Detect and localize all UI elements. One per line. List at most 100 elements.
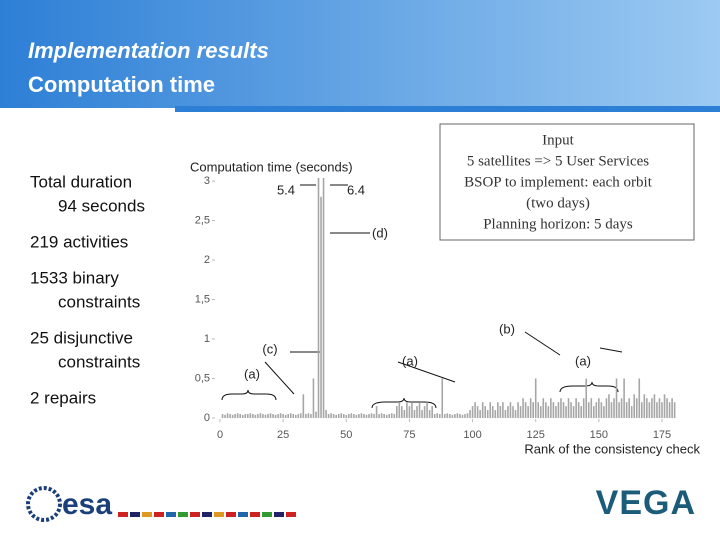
logo-text: esa	[62, 488, 112, 521]
bar	[239, 414, 242, 418]
bar	[537, 402, 540, 418]
annotation: (d)	[372, 225, 388, 240]
bar	[630, 406, 633, 418]
bar	[365, 414, 368, 418]
bar	[509, 402, 512, 418]
bar	[221, 414, 224, 418]
bar	[590, 398, 593, 418]
annotation: (a)	[244, 366, 260, 381]
arrow	[264, 361, 295, 395]
bar	[459, 414, 461, 418]
bar	[598, 398, 600, 418]
bar	[224, 414, 226, 418]
bar	[282, 414, 284, 418]
bar	[570, 402, 572, 418]
bar	[421, 410, 423, 418]
bullet-text: constraints	[58, 352, 140, 371]
bar	[226, 413, 229, 418]
bar	[504, 410, 507, 418]
bar	[446, 413, 449, 418]
bar	[668, 402, 671, 418]
bar	[635, 398, 638, 418]
bar	[380, 413, 383, 418]
bar	[284, 414, 287, 418]
bar	[413, 410, 416, 418]
arrow	[524, 331, 561, 356]
bar	[385, 414, 388, 418]
bar	[342, 414, 345, 418]
bar	[512, 406, 514, 418]
bar	[249, 413, 252, 418]
bar	[456, 413, 459, 418]
bar	[646, 398, 648, 418]
header-band	[0, 0, 720, 108]
input-line: (two days)	[526, 195, 590, 211]
bar	[547, 406, 550, 418]
input-line: Input	[542, 132, 574, 148]
bar	[274, 414, 277, 418]
bullet-text: 219 activities	[30, 232, 128, 251]
bar	[408, 406, 411, 418]
bar	[524, 402, 527, 418]
bar	[244, 414, 247, 418]
bar	[663, 394, 666, 418]
arrows	[221, 184, 623, 409]
y-tick-label: 0,5	[195, 372, 210, 384]
bar	[348, 414, 350, 418]
bar	[335, 414, 337, 418]
arrow	[397, 361, 456, 383]
y-tick-label: 1	[204, 333, 210, 345]
logo-mark	[26, 486, 62, 522]
input-line: Planning horizon: 5 days	[483, 216, 633, 232]
annotation: (a)	[402, 353, 418, 368]
x-axis-label: Rank of the consistency check	[524, 441, 700, 456]
bar	[469, 410, 471, 418]
vega-logo: VEGA	[596, 484, 696, 522]
annotation: (b)	[499, 321, 515, 336]
bar	[272, 414, 274, 418]
annotation: (a)	[575, 353, 591, 368]
bar	[388, 414, 391, 418]
bar	[406, 402, 408, 418]
bar	[383, 414, 385, 418]
bar	[565, 406, 567, 418]
bar	[615, 378, 618, 418]
input-line: 5 satellites => 5 User Services	[467, 153, 649, 169]
bar	[345, 414, 348, 418]
bar	[449, 414, 451, 418]
bar	[350, 413, 353, 418]
bar	[502, 402, 504, 418]
bar	[360, 413, 363, 418]
bar	[497, 402, 499, 418]
bar	[433, 414, 436, 418]
bar	[279, 413, 282, 418]
bar	[300, 413, 302, 418]
bar	[375, 406, 378, 418]
bar	[651, 398, 653, 418]
bar	[398, 402, 401, 418]
bar	[302, 394, 305, 418]
bar	[471, 406, 474, 418]
bullet-text: Total duration	[30, 172, 132, 191]
bar	[550, 398, 552, 418]
bar	[638, 378, 641, 418]
bar	[373, 414, 375, 418]
bar	[486, 410, 489, 418]
arrow	[599, 347, 623, 353]
bar	[396, 406, 398, 418]
bar	[575, 398, 577, 418]
bar	[267, 414, 269, 418]
bar	[514, 410, 517, 418]
bar	[527, 406, 529, 418]
bar	[390, 413, 393, 418]
bar	[246, 414, 249, 418]
bar	[542, 398, 545, 418]
bar	[294, 414, 297, 418]
x-tick-label: 50	[340, 429, 352, 441]
esa-logo: esa	[26, 486, 296, 522]
bar	[378, 414, 380, 418]
x-tick-label: 125	[527, 429, 545, 441]
bar	[259, 413, 262, 418]
bar	[517, 402, 519, 418]
bar	[600, 402, 603, 418]
